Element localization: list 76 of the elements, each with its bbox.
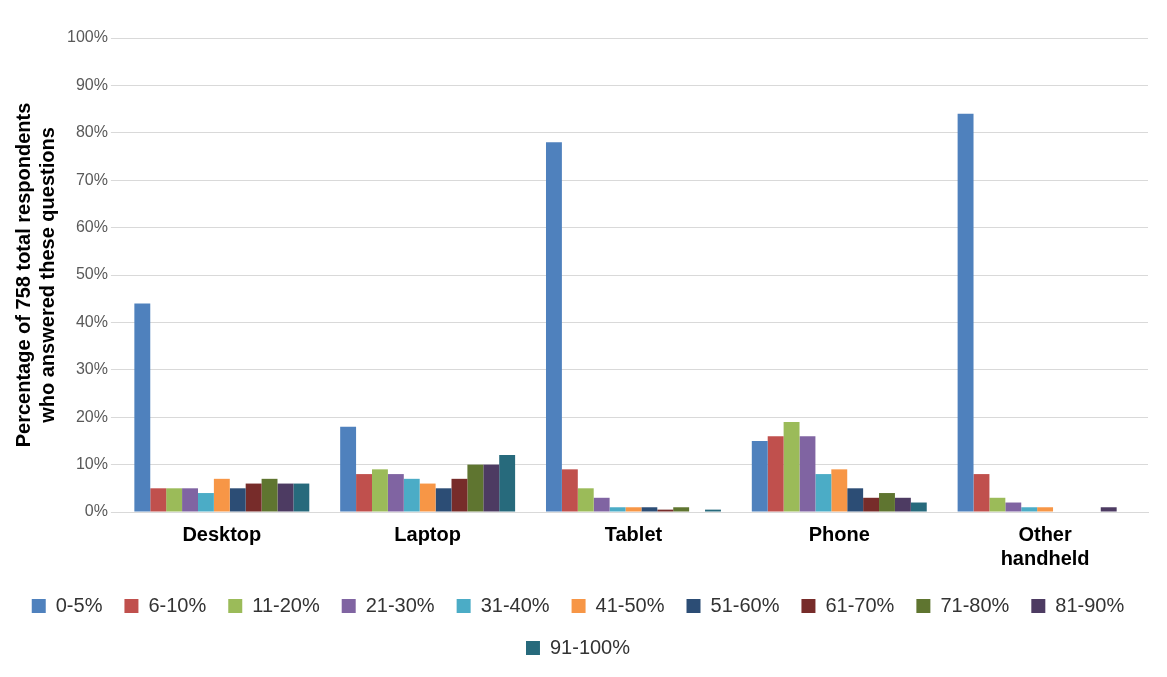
x-tick-label: Other handheld (1000, 522, 1090, 569)
bar (371, 469, 388, 512)
legend-label: 6-10% (148, 593, 207, 616)
y-tick-label: 50% (75, 265, 108, 283)
bar (593, 497, 610, 512)
y-tick-label: 60% (75, 218, 108, 236)
bar (894, 497, 911, 512)
bar (356, 474, 372, 512)
legend-label: 0-5% (55, 593, 103, 616)
bar (799, 436, 816, 512)
legend-label: 51-60% (710, 593, 780, 616)
legend-label: 11-20% (252, 593, 320, 616)
y-tick-label: 100% (67, 28, 108, 46)
bar (673, 507, 690, 512)
bar (182, 488, 198, 512)
y-tick-label: 20% (75, 407, 108, 425)
y-tick-label: 80% (75, 123, 108, 141)
bar (340, 426, 357, 512)
bar (499, 455, 516, 512)
y-tick-label: 70% (75, 170, 108, 188)
x-tick-label: Desktop (182, 522, 262, 545)
bar (561, 469, 578, 512)
bar (767, 436, 784, 512)
legend-label: 41-50% (595, 593, 665, 616)
bar (166, 488, 183, 512)
bar (245, 483, 262, 512)
bar (831, 469, 848, 512)
y-tick-label: 40% (75, 312, 108, 330)
legend-label: 61-70% (825, 593, 895, 616)
bar (863, 497, 880, 512)
bar (1005, 502, 1022, 512)
legend-label: 71-80% (940, 593, 1010, 616)
bar (451, 478, 468, 512)
bar (387, 474, 404, 512)
legend-label: 81-90% (1055, 593, 1125, 616)
bar (1100, 507, 1117, 512)
bar (577, 488, 594, 512)
bar (213, 478, 230, 512)
bar (751, 440, 768, 512)
bar (1021, 507, 1038, 512)
bar (467, 464, 484, 512)
bar (847, 488, 864, 512)
y-tick-label: 90% (75, 75, 108, 93)
bar (609, 507, 626, 512)
legend-label: 21-30% (365, 593, 435, 616)
bar (1037, 507, 1054, 512)
bar (419, 483, 436, 512)
bar (973, 474, 990, 512)
legend-label: 31-40% (480, 593, 550, 616)
bar (989, 497, 1006, 512)
x-tick-label: Tablet (604, 522, 663, 545)
bar (879, 493, 895, 512)
y-axis-title: Percentage of 758 total respondents who answered these questions (11, 102, 58, 448)
bar (435, 488, 452, 512)
legend-label: 91-100% (549, 635, 631, 658)
bar (134, 303, 151, 512)
bar (957, 113, 974, 512)
y-tick-label: 30% (75, 360, 108, 378)
bar (545, 142, 562, 512)
bar (197, 493, 214, 512)
bar (261, 478, 278, 512)
bar (783, 421, 800, 512)
bar (641, 507, 658, 512)
bar (483, 464, 500, 512)
bar (403, 478, 420, 512)
bar (150, 488, 167, 512)
y-tick-label: 0% (84, 502, 108, 520)
bar (229, 488, 246, 512)
x-tick-label: Phone (808, 522, 870, 545)
bar (625, 507, 642, 512)
bar (815, 474, 832, 512)
bar (293, 483, 310, 512)
bar (277, 483, 294, 512)
x-tick-label: Laptop (394, 522, 461, 545)
bar (910, 502, 927, 512)
y-tick-label: 10% (75, 455, 108, 473)
